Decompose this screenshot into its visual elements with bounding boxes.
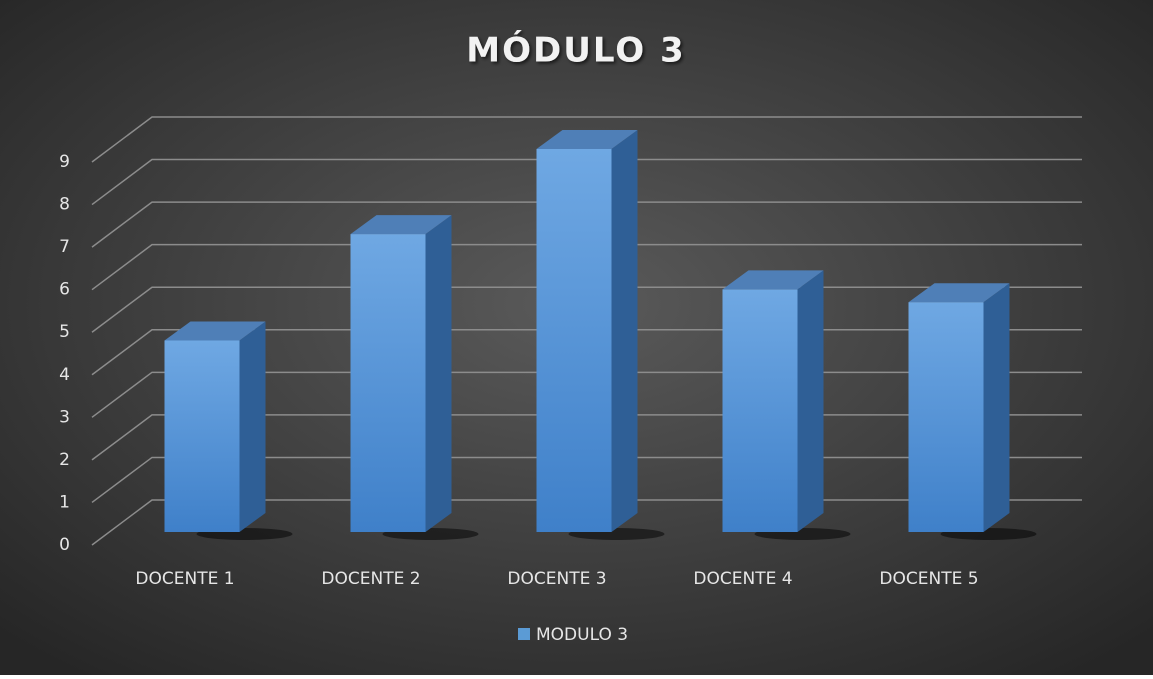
grid-line <box>91 243 1082 291</box>
bar-top <box>164 321 266 341</box>
bar-top <box>722 270 824 290</box>
grid-line <box>91 116 1082 163</box>
bar-side <box>239 321 266 532</box>
x-tick-label: DOCENTE 4 <box>693 569 792 589</box>
bar <box>536 149 612 532</box>
y-tick-label: 4 <box>59 365 70 385</box>
bar-top <box>908 283 1010 303</box>
bar-side <box>425 215 452 532</box>
legend-label: MODULO 3 <box>536 625 628 645</box>
bar-side <box>797 270 824 532</box>
y-tick-label: 7 <box>59 237 70 257</box>
bar <box>164 340 240 532</box>
bar-top <box>350 215 452 235</box>
grid-line <box>91 158 1082 206</box>
bar-side <box>611 130 638 532</box>
y-tick-label: 8 <box>59 195 70 215</box>
grid-line <box>91 201 1082 248</box>
x-tick-label: DOCENTE 1 <box>135 569 234 589</box>
x-tick-label: DOCENTE 3 <box>507 569 606 589</box>
legend-swatch <box>518 628 530 640</box>
chart-title: MÓDULO 3 <box>466 30 685 71</box>
bar <box>722 289 798 532</box>
y-tick-label: 1 <box>59 492 70 512</box>
y-tick-label: 5 <box>59 322 70 342</box>
x-tick-label: DOCENTE 5 <box>879 569 978 589</box>
bar <box>908 302 984 532</box>
bar-top <box>536 130 638 149</box>
y-tick-label: 9 <box>59 152 70 172</box>
x-tick-label: DOCENTE 2 <box>321 569 420 589</box>
bar <box>350 234 426 532</box>
y-tick-label: 6 <box>59 280 70 300</box>
y-tick-label: 2 <box>59 450 70 470</box>
bar-side <box>983 283 1010 532</box>
y-tick-label: 3 <box>59 407 70 427</box>
y-tick-label: 0 <box>59 535 70 555</box>
